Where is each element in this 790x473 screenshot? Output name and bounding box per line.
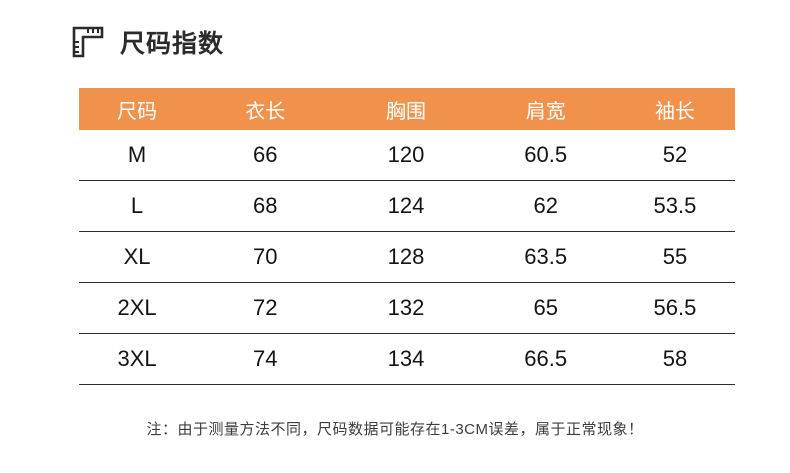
size-cell: 2XL [117, 295, 157, 320]
column-header-size: 尺码 [117, 100, 158, 123]
value-cell: 52 [662, 142, 688, 167]
section-header: 尺码指数 [0, 0, 790, 60]
size-table: 尺码 衣长 胸围 肩宽 袖长 M 66 120 60.5 52 L 68 124 62 53.5 X… [79, 88, 735, 385]
size-cell: L [130, 193, 144, 218]
size-cell: M [127, 142, 147, 167]
measurement-note: 注：由于测量方法不同，尺码数据可能存在1-3CM误差，属于正常现象！ [146, 421, 644, 438]
size-table-body: M 66 120 60.5 52 L 68 124 62 53.5 XL 70 128 63.5 55 2XL… [79, 130, 735, 385]
value-cell: 132 [387, 295, 425, 320]
table-row: 2XL 72 132 65 56.5 [79, 283, 735, 334]
size-cell: 3XL [117, 346, 157, 371]
ruler-square-icon [70, 24, 106, 60]
value-cell: 124 [387, 193, 425, 218]
value-cell: 72 [253, 295, 278, 320]
value-cell: 55 [662, 244, 688, 269]
value-cell: 66.5 [524, 346, 568, 371]
table-row: M 66 120 60.5 52 [79, 130, 735, 181]
value-cell: 68 [253, 193, 278, 218]
table-row: L 68 124 62 53.5 [79, 181, 735, 232]
column-header-shoulder: 肩宽 [525, 100, 566, 123]
column-header-bust: 胸围 [386, 100, 426, 123]
value-cell: 134 [387, 346, 425, 371]
column-header-length: 衣长 [245, 100, 286, 123]
value-cell: 128 [387, 244, 425, 269]
column-header-sleeve: 袖长 [654, 100, 695, 123]
value-cell: 66 [253, 142, 278, 167]
table-header-row: 尺码 衣长 胸围 肩宽 袖长 [79, 88, 735, 130]
page-title: 尺码指数 [120, 30, 225, 58]
value-cell: 53.5 [653, 193, 697, 218]
value-cell: 56.5 [653, 295, 697, 320]
table-row: XL 70 128 63.5 55 [79, 232, 735, 283]
value-cell: 70 [253, 244, 278, 269]
table-row: 3XL 74 134 66.5 58 [79, 334, 735, 385]
value-cell: 120 [387, 142, 425, 167]
value-cell: 62 [533, 193, 558, 218]
value-cell: 60.5 [524, 142, 568, 167]
size-cell: XL [123, 244, 151, 269]
value-cell: 58 [662, 346, 688, 371]
value-cell: 74 [253, 346, 278, 371]
value-cell: 63.5 [524, 244, 568, 269]
value-cell: 65 [533, 295, 558, 320]
